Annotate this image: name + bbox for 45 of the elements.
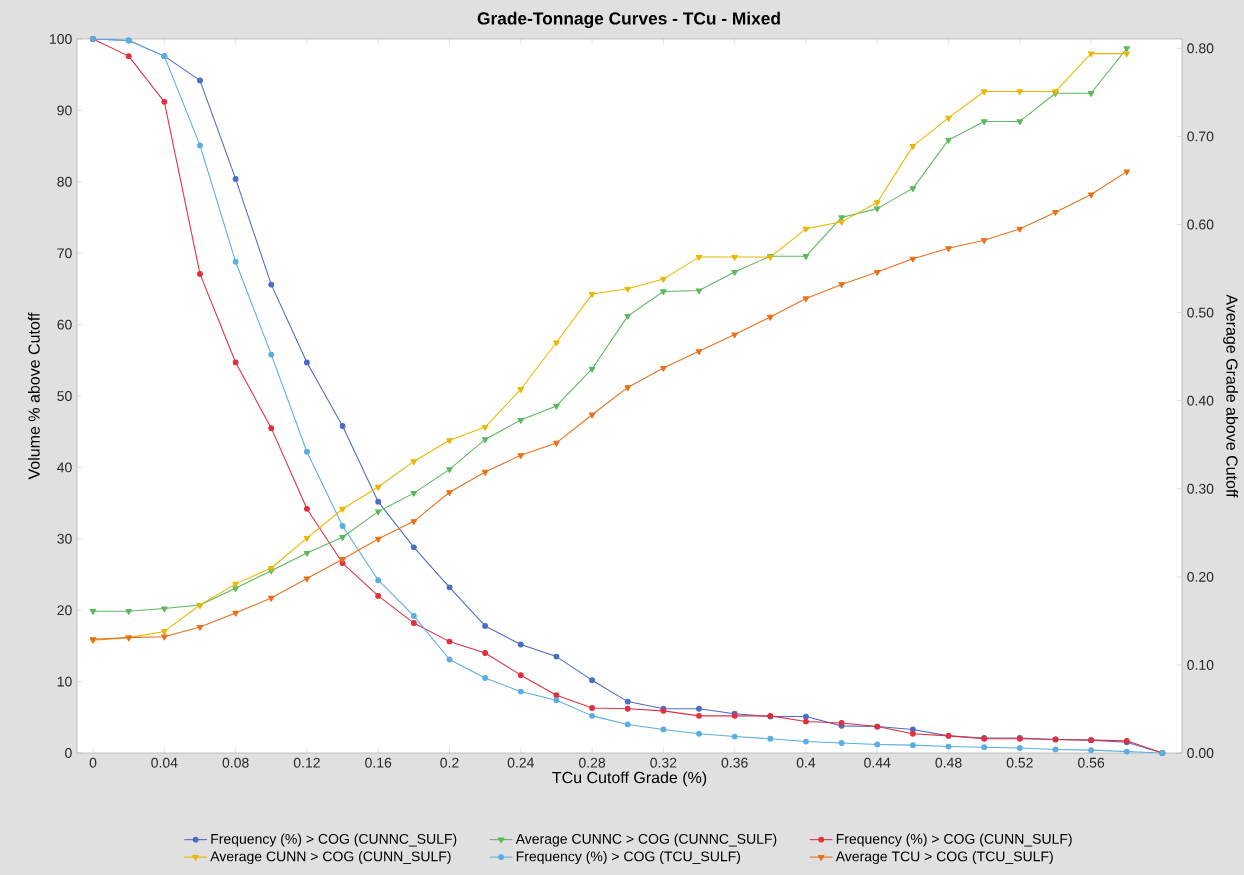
x-tick-label: 0.04	[151, 757, 178, 768]
y-tick-label: 20	[57, 605, 72, 616]
x-tick-label: 0.52	[1006, 757, 1033, 768]
x-tick-label: 0.28	[579, 757, 606, 768]
y-axis-title: Volume % above Cutoff	[28, 312, 40, 480]
y2-axis-title: Average Grade above Cutoff	[1223, 294, 1239, 498]
legend-label: Frequency (%) > COG (TCU_SULF)	[516, 851, 741, 865]
y2-tick-label: 0.00	[1187, 748, 1214, 758]
y2-tick-label: 0.20	[1187, 571, 1214, 582]
x-tick-label: 0.56	[1078, 757, 1105, 768]
x-tick-label: 0.16	[365, 757, 392, 768]
y-tick-label: 80	[57, 176, 72, 187]
y-tick-label: 90	[57, 105, 72, 116]
legend-label: Average TCU > COG (TCU_SULF)	[835, 851, 1053, 865]
y-tick-label: 30	[57, 533, 72, 544]
legend-label: Average CUNN > COG (CUNN_SULF)	[210, 851, 451, 865]
y-tick-label: 100	[50, 34, 72, 44]
x-tick-label: 0.44	[864, 757, 891, 768]
y2-tick-label: 0.50	[1187, 307, 1214, 318]
x-tick-label: 0.36	[721, 757, 748, 768]
x-tick-label: 0.48	[935, 757, 962, 768]
y2-tick-label: 0.80	[1187, 43, 1214, 54]
x-tick-label: 0.08	[222, 757, 249, 768]
y2-tick-label: 0.70	[1187, 131, 1214, 142]
legend-label: Frequency (%) > COG (CUNNC_SULF)	[211, 833, 457, 847]
y-tick-label: 40	[57, 462, 72, 473]
y2-tick-label: 0.60	[1187, 219, 1214, 230]
y-tick-label: 70	[57, 248, 72, 259]
x-tick-label: 0.12	[293, 757, 320, 768]
x-tick-label: 0.24	[507, 757, 534, 768]
x-tick-label: 0	[89, 757, 97, 768]
x-tick-label: 0.2	[440, 757, 459, 768]
y2-tick-label: 0.30	[1187, 483, 1214, 494]
y2-tick-label: 0.10	[1187, 659, 1214, 670]
x-tick-label: 0.32	[650, 757, 677, 768]
y-tick-label: 60	[57, 319, 72, 330]
legend-label: Frequency (%) > COG (CUNN_SULF)	[836, 833, 1072, 847]
y-tick-label: 10	[57, 676, 72, 687]
legend-label: Average CUNNC > COG (CUNNC_SULF)	[515, 833, 777, 847]
y-tick-label: 0	[65, 748, 72, 758]
chart-title: Grade-Tonnage Curves - TCu - Mixed	[477, 11, 780, 29]
x-tick-label: 0.4	[796, 757, 816, 768]
y-tick-label: 50	[57, 391, 72, 401]
x-axis-title: TCu Cutoff Grade (%)	[552, 771, 707, 787]
y2-tick-label: 0.40	[1187, 395, 1214, 406]
